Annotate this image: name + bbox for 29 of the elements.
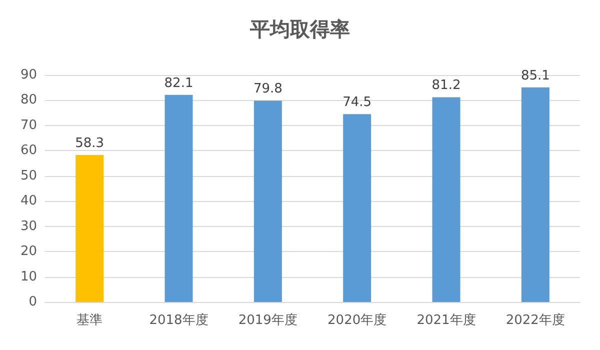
bar: [164, 94, 193, 302]
y-tick-label: 70: [20, 118, 37, 133]
y-tick-label: 20: [20, 244, 37, 260]
data-label: 58.3: [75, 136, 104, 151]
y-tick-label: 40: [20, 194, 37, 209]
bar: [432, 97, 460, 302]
chart-title: 平均取得率: [249, 17, 350, 41]
y-tick-label: 30: [20, 218, 37, 234]
y-tick-label: 50: [20, 168, 37, 184]
data-label: 81.2: [432, 78, 461, 94]
y-tick-label: 90: [20, 68, 37, 82]
y-tick-label: 80: [20, 92, 37, 108]
x-tick-label: 基準: [76, 313, 103, 328]
data-label: 85.1: [520, 68, 550, 84]
x-tick-label: 2020年度: [328, 312, 387, 328]
bar: [343, 114, 372, 302]
data-label: 79.8: [253, 82, 282, 97]
y-tick-label: 0: [28, 294, 37, 310]
data-label: 74.5: [342, 95, 372, 110]
bar: [254, 100, 282, 302]
y-tick-label: 60: [20, 143, 37, 158]
x-tick-label: 2022年度: [506, 312, 565, 328]
bar: [521, 87, 550, 302]
x-tick-label: 2018年度: [149, 312, 208, 328]
data-label: 82.1: [164, 76, 194, 91]
y-tick-label: 10: [20, 269, 37, 284]
x-tick-label: 2019年度: [238, 312, 298, 328]
bar: [76, 154, 104, 302]
x-tick-label: 2021年度: [416, 312, 476, 328]
